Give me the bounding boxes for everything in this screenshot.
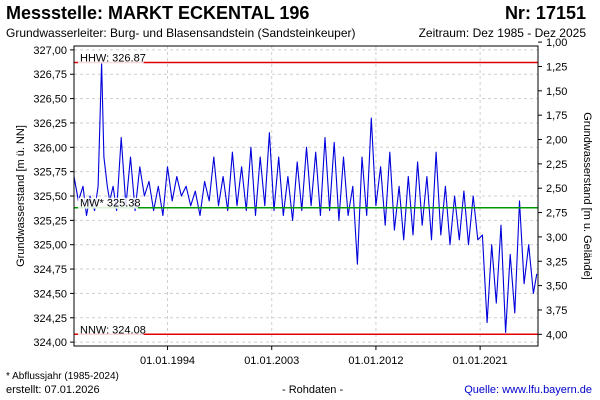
y-tick-label: 325,50 [33,191,67,203]
y2-tick-label: 2,00 [546,135,567,147]
y-tick-label: 324,50 [33,288,67,300]
y2-tick-label: 2,75 [546,208,567,220]
station-title: Messstelle: MARKT ECKENTAL 196 [6,3,310,23]
aquifer-label: Grundwasserleiter: Burg- und Blasensands… [6,26,356,40]
source-link[interactable]: Quelle: www.lfu.bayern.de [464,384,592,396]
y2-tick-label: 2,25 [546,159,567,171]
y2-tick-label: 1,50 [546,86,567,98]
y-axis-label: Grundwasserstand [m ü. NN] [15,125,27,267]
y2-tick-label: 1,00 [546,37,567,49]
groundwater-level-line [73,62,538,333]
x-tick-label: 01.01.1994 [140,355,195,367]
y2-tick-label: 3,25 [546,256,567,268]
y-tick-label: 326,25 [33,118,67,130]
x-tick-label: 01.01.2021 [453,355,508,367]
y2-tick-label: 3,75 [546,305,567,317]
x-tick-label: 01.01.2012 [348,355,403,367]
reference-label-bg [78,324,144,336]
reference-line-label: NNW: 324.08 [80,324,146,336]
y2-tick-label: 4,00 [546,329,567,341]
y2-tick-label: 2,50 [546,183,567,195]
plot-area [74,46,538,346]
reference-line-label: HHW: 326.87 [80,53,146,65]
y2-tick-label: 3,00 [546,232,567,244]
reference-label-bg [78,197,138,209]
raw-data-label: - Rohdaten - [282,384,344,396]
y2-tick-label: 3,50 [546,281,567,293]
y-tick-label: 325,75 [33,167,67,179]
y2-axis-label: Grundwasserstand [m u. Gelände] [581,112,593,280]
y-tick-label: 326,75 [33,69,67,81]
y-tick-label: 326,50 [33,94,67,106]
y-tick-label: 325,25 [33,215,67,227]
period-label: Zeitraum: Dez 1985 - Dez 2025 [418,26,586,40]
created-date: erstellt: 07.01.2026 [6,384,100,396]
reference-line-label: MW* 325.38 [80,198,141,210]
y-tick-label: 324,25 [33,313,67,325]
footnote: * Abflussjahr (1985-2024) [6,371,119,382]
y2-tick-label: 1,25 [546,61,567,73]
y-tick-label: 324,00 [33,337,67,349]
x-tick-label: 01.01.2003 [244,355,299,367]
y-tick-label: 327,00 [33,45,67,57]
y2-tick-label: 1,75 [546,110,567,122]
y-tick-label: 325,00 [33,240,67,252]
reference-label-bg [78,52,144,64]
y-tick-label: 324,75 [33,264,67,276]
y-tick-label: 326,00 [33,142,67,154]
station-number: Nr: 17151 [504,3,586,23]
